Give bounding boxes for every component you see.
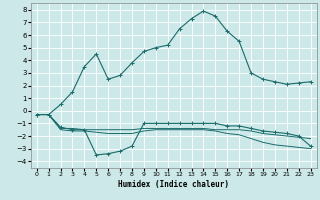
X-axis label: Humidex (Indice chaleur): Humidex (Indice chaleur) (118, 180, 229, 189)
